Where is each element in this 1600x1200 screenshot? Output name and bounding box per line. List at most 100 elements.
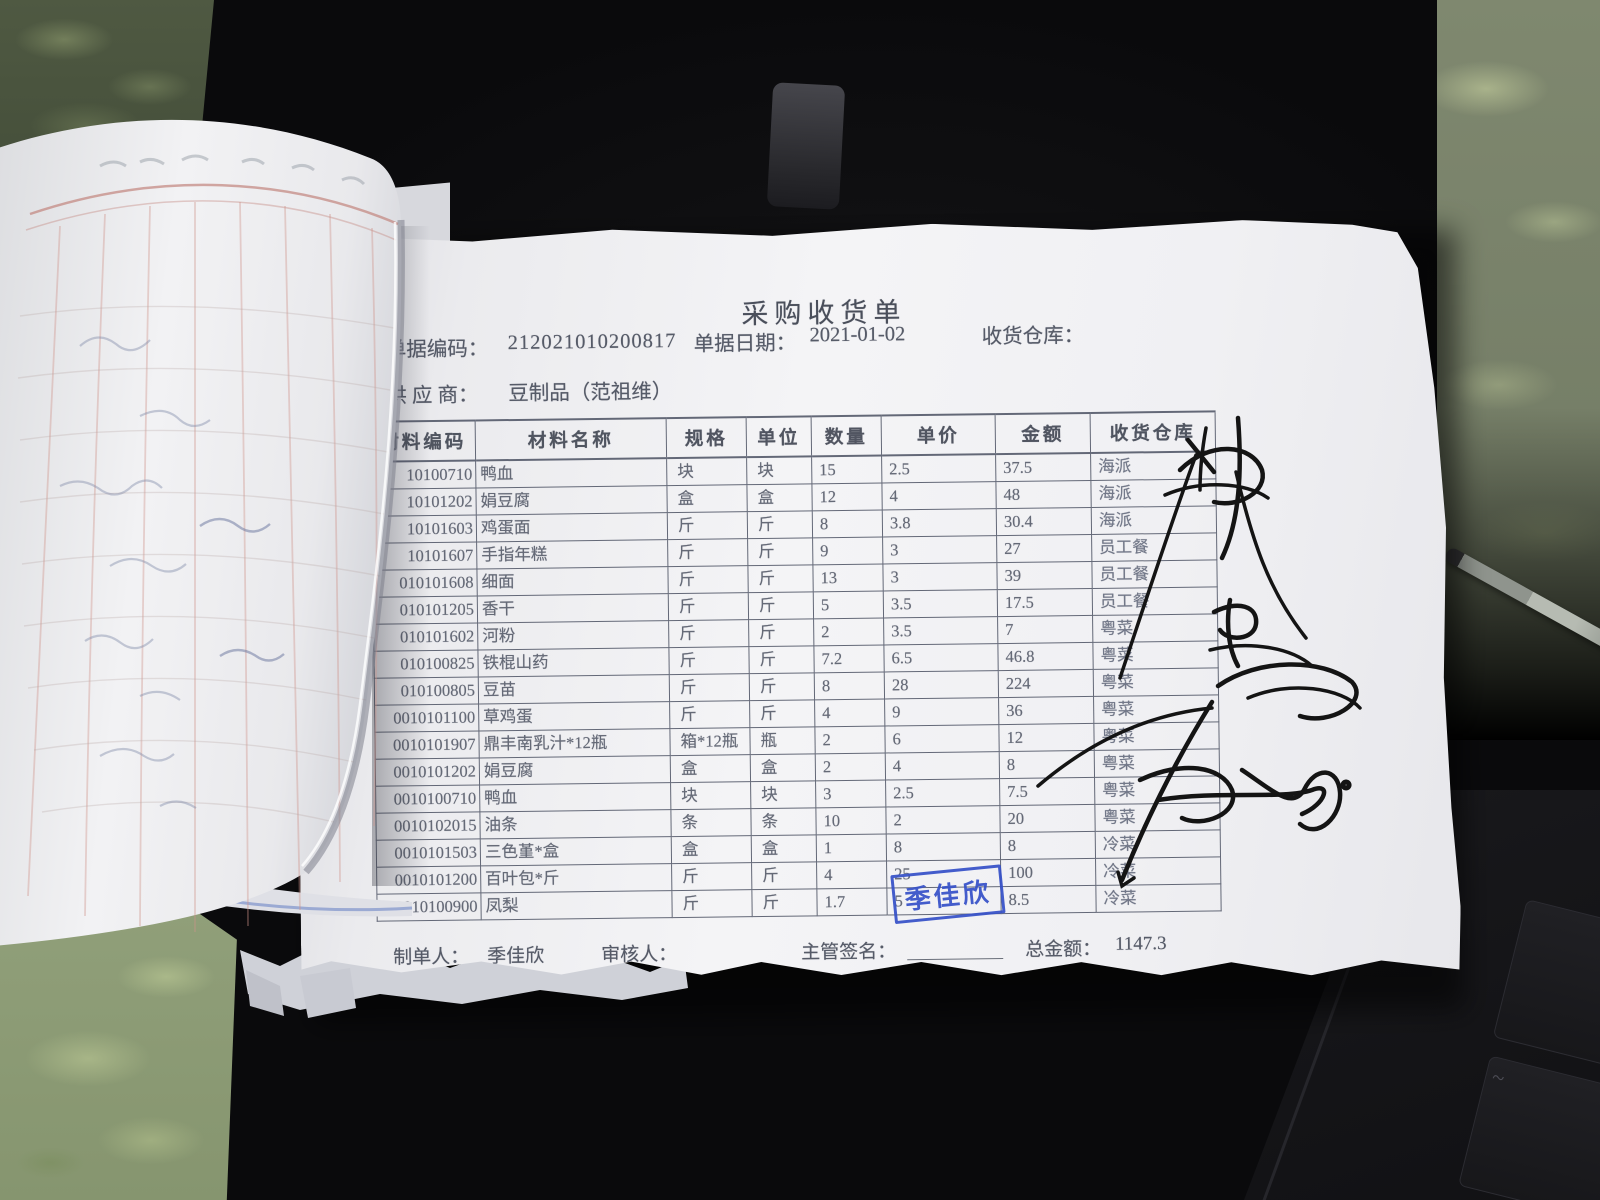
cell-spec: 斤 bbox=[667, 512, 747, 540]
doc-code-value: 212021010200817 bbox=[507, 330, 677, 355]
cell-unit: 斤 bbox=[750, 700, 815, 728]
cell-unit-price: 6 bbox=[885, 725, 999, 753]
cell-unit-price: 28 bbox=[884, 671, 998, 699]
cell-unit-price: 3.5 bbox=[883, 590, 997, 618]
cell-material-name: 凤梨 bbox=[481, 891, 672, 920]
cell-quantity: 8 bbox=[814, 672, 884, 700]
cell-spec: 块 bbox=[667, 457, 747, 485]
signature-scribble-1 bbox=[1118, 415, 1308, 680]
doc-date-value: 2021-01-02 bbox=[809, 323, 906, 347]
cell-unit: 块 bbox=[747, 456, 812, 484]
cell-unit: 斤 bbox=[749, 646, 814, 674]
cell-unit-price: 9 bbox=[885, 698, 999, 726]
cell-quantity: 12 bbox=[812, 483, 882, 511]
column-header: 规格 bbox=[666, 417, 746, 458]
cell-unit-price: 4 bbox=[882, 482, 996, 510]
cell-quantity: 15 bbox=[812, 456, 882, 484]
signature-scribble-3 bbox=[1036, 699, 1352, 889]
cell-material-name: 豆苗 bbox=[478, 675, 669, 704]
supervisor-signature-line bbox=[907, 957, 1003, 960]
notebook-flipped-page bbox=[0, 119, 413, 946]
cell-unit: 斤 bbox=[748, 538, 813, 566]
cell-unit-price: 3 bbox=[883, 563, 997, 591]
cell-unit-price: 2.5 bbox=[882, 454, 996, 483]
cell-spec: 斤 bbox=[668, 539, 748, 567]
cell-spec: 条 bbox=[671, 809, 751, 837]
cell-material-name: 香干 bbox=[477, 594, 668, 623]
cell-material-name: 娟豆腐 bbox=[476, 486, 667, 515]
cell-spec: 盒 bbox=[671, 836, 751, 864]
cell-unit-price: 3 bbox=[883, 536, 997, 564]
cell-unit-price: 3.5 bbox=[884, 617, 998, 645]
cell-spec: 斤 bbox=[668, 566, 748, 594]
cell-spec: 斤 bbox=[670, 701, 750, 729]
signature-scribble-2 bbox=[1208, 597, 1362, 721]
desk-slot bbox=[766, 82, 846, 210]
cell-unit-price: 6.5 bbox=[884, 644, 998, 672]
total-value: 1147.3 bbox=[1114, 933, 1167, 955]
cell-unit: 斤 bbox=[749, 673, 814, 701]
curled-page bbox=[0, 119, 402, 946]
cell-spec: 斤 bbox=[668, 593, 748, 621]
cell-material-name: 三色堇*盒 bbox=[480, 837, 671, 866]
cell-material-name: 鸭血 bbox=[480, 783, 671, 812]
cell-quantity: 1.7 bbox=[817, 888, 887, 916]
cell-unit: 盒 bbox=[751, 835, 816, 863]
cell-unit: 斤 bbox=[752, 862, 817, 890]
cell-unit-price: 3.8 bbox=[882, 509, 996, 537]
name-stamp: 季佳欣 bbox=[890, 864, 1005, 924]
cell-spec: 斤 bbox=[672, 890, 752, 918]
auditor-label: 审核人： bbox=[601, 944, 678, 966]
cell-quantity: 8 bbox=[812, 510, 882, 538]
cell-unit: 斤 bbox=[749, 619, 814, 647]
cell-material-name: 鸡蛋面 bbox=[476, 513, 667, 542]
cell-material-name: 手指年糕 bbox=[477, 540, 668, 569]
column-header: 单价 bbox=[881, 414, 995, 455]
cell-spec: 斤 bbox=[669, 620, 749, 648]
cell-unit: 斤 bbox=[752, 889, 817, 917]
cell-material-name: 油条 bbox=[480, 810, 671, 839]
cell-material-name: 铁棍山药 bbox=[478, 648, 669, 677]
cell-spec: 斤 bbox=[669, 647, 749, 675]
cell-spec: 斤 bbox=[669, 674, 749, 702]
cell-spec: 盒 bbox=[670, 755, 750, 783]
cell-spec: 斤 bbox=[672, 863, 752, 891]
supplier-value: 豆制品（范祖维） bbox=[508, 381, 673, 406]
cell-quantity: 9 bbox=[813, 537, 883, 565]
cell-quantity: 2 bbox=[815, 726, 885, 754]
handwriting-scribbles bbox=[59, 336, 211, 809]
cell-quantity: 2 bbox=[815, 753, 885, 781]
cell-unit: 瓶 bbox=[750, 727, 815, 755]
cell-quantity: 2 bbox=[814, 618, 884, 646]
total-label: 总金额： bbox=[1025, 938, 1102, 961]
cell-quantity: 4 bbox=[817, 861, 887, 889]
cell-unit: 斤 bbox=[748, 592, 813, 620]
cell-quantity: 13 bbox=[813, 564, 883, 592]
cell-material-name: 河粉 bbox=[478, 621, 669, 650]
cell-spec: 块 bbox=[671, 782, 751, 810]
column-header: 单位 bbox=[746, 416, 811, 457]
cell-quantity: 3 bbox=[816, 780, 886, 808]
cell-unit-price: 4 bbox=[885, 752, 999, 780]
column-header: 材料名称 bbox=[475, 418, 666, 460]
cell-unit-price: 8 bbox=[886, 833, 1000, 861]
cell-unit: 盒 bbox=[747, 484, 812, 512]
cell-unit-price: 2.5 bbox=[886, 779, 1000, 807]
cell-quantity: 1 bbox=[816, 834, 886, 862]
cell-unit: 盒 bbox=[750, 754, 815, 782]
cell-unit-price: 2 bbox=[886, 806, 1000, 834]
cell-quantity: 7.2 bbox=[814, 645, 884, 673]
cell-unit: 块 bbox=[751, 781, 816, 809]
supervisor-label: 主管签名： bbox=[801, 941, 897, 964]
cell-unit: 条 bbox=[751, 808, 816, 836]
column-header: 数量 bbox=[811, 416, 881, 457]
cell-material-name: 鸭血 bbox=[476, 458, 667, 488]
cell-quantity: 10 bbox=[816, 807, 886, 835]
cell-quantity: 4 bbox=[815, 699, 885, 727]
grid-lines bbox=[27, 201, 378, 932]
cell-unit: 斤 bbox=[748, 565, 813, 593]
cell-material-name: 草鸡蛋 bbox=[479, 702, 670, 731]
cell-material-name: 百叶包*斤 bbox=[481, 864, 672, 893]
cell-spec: 箱*12瓶 bbox=[670, 728, 750, 756]
